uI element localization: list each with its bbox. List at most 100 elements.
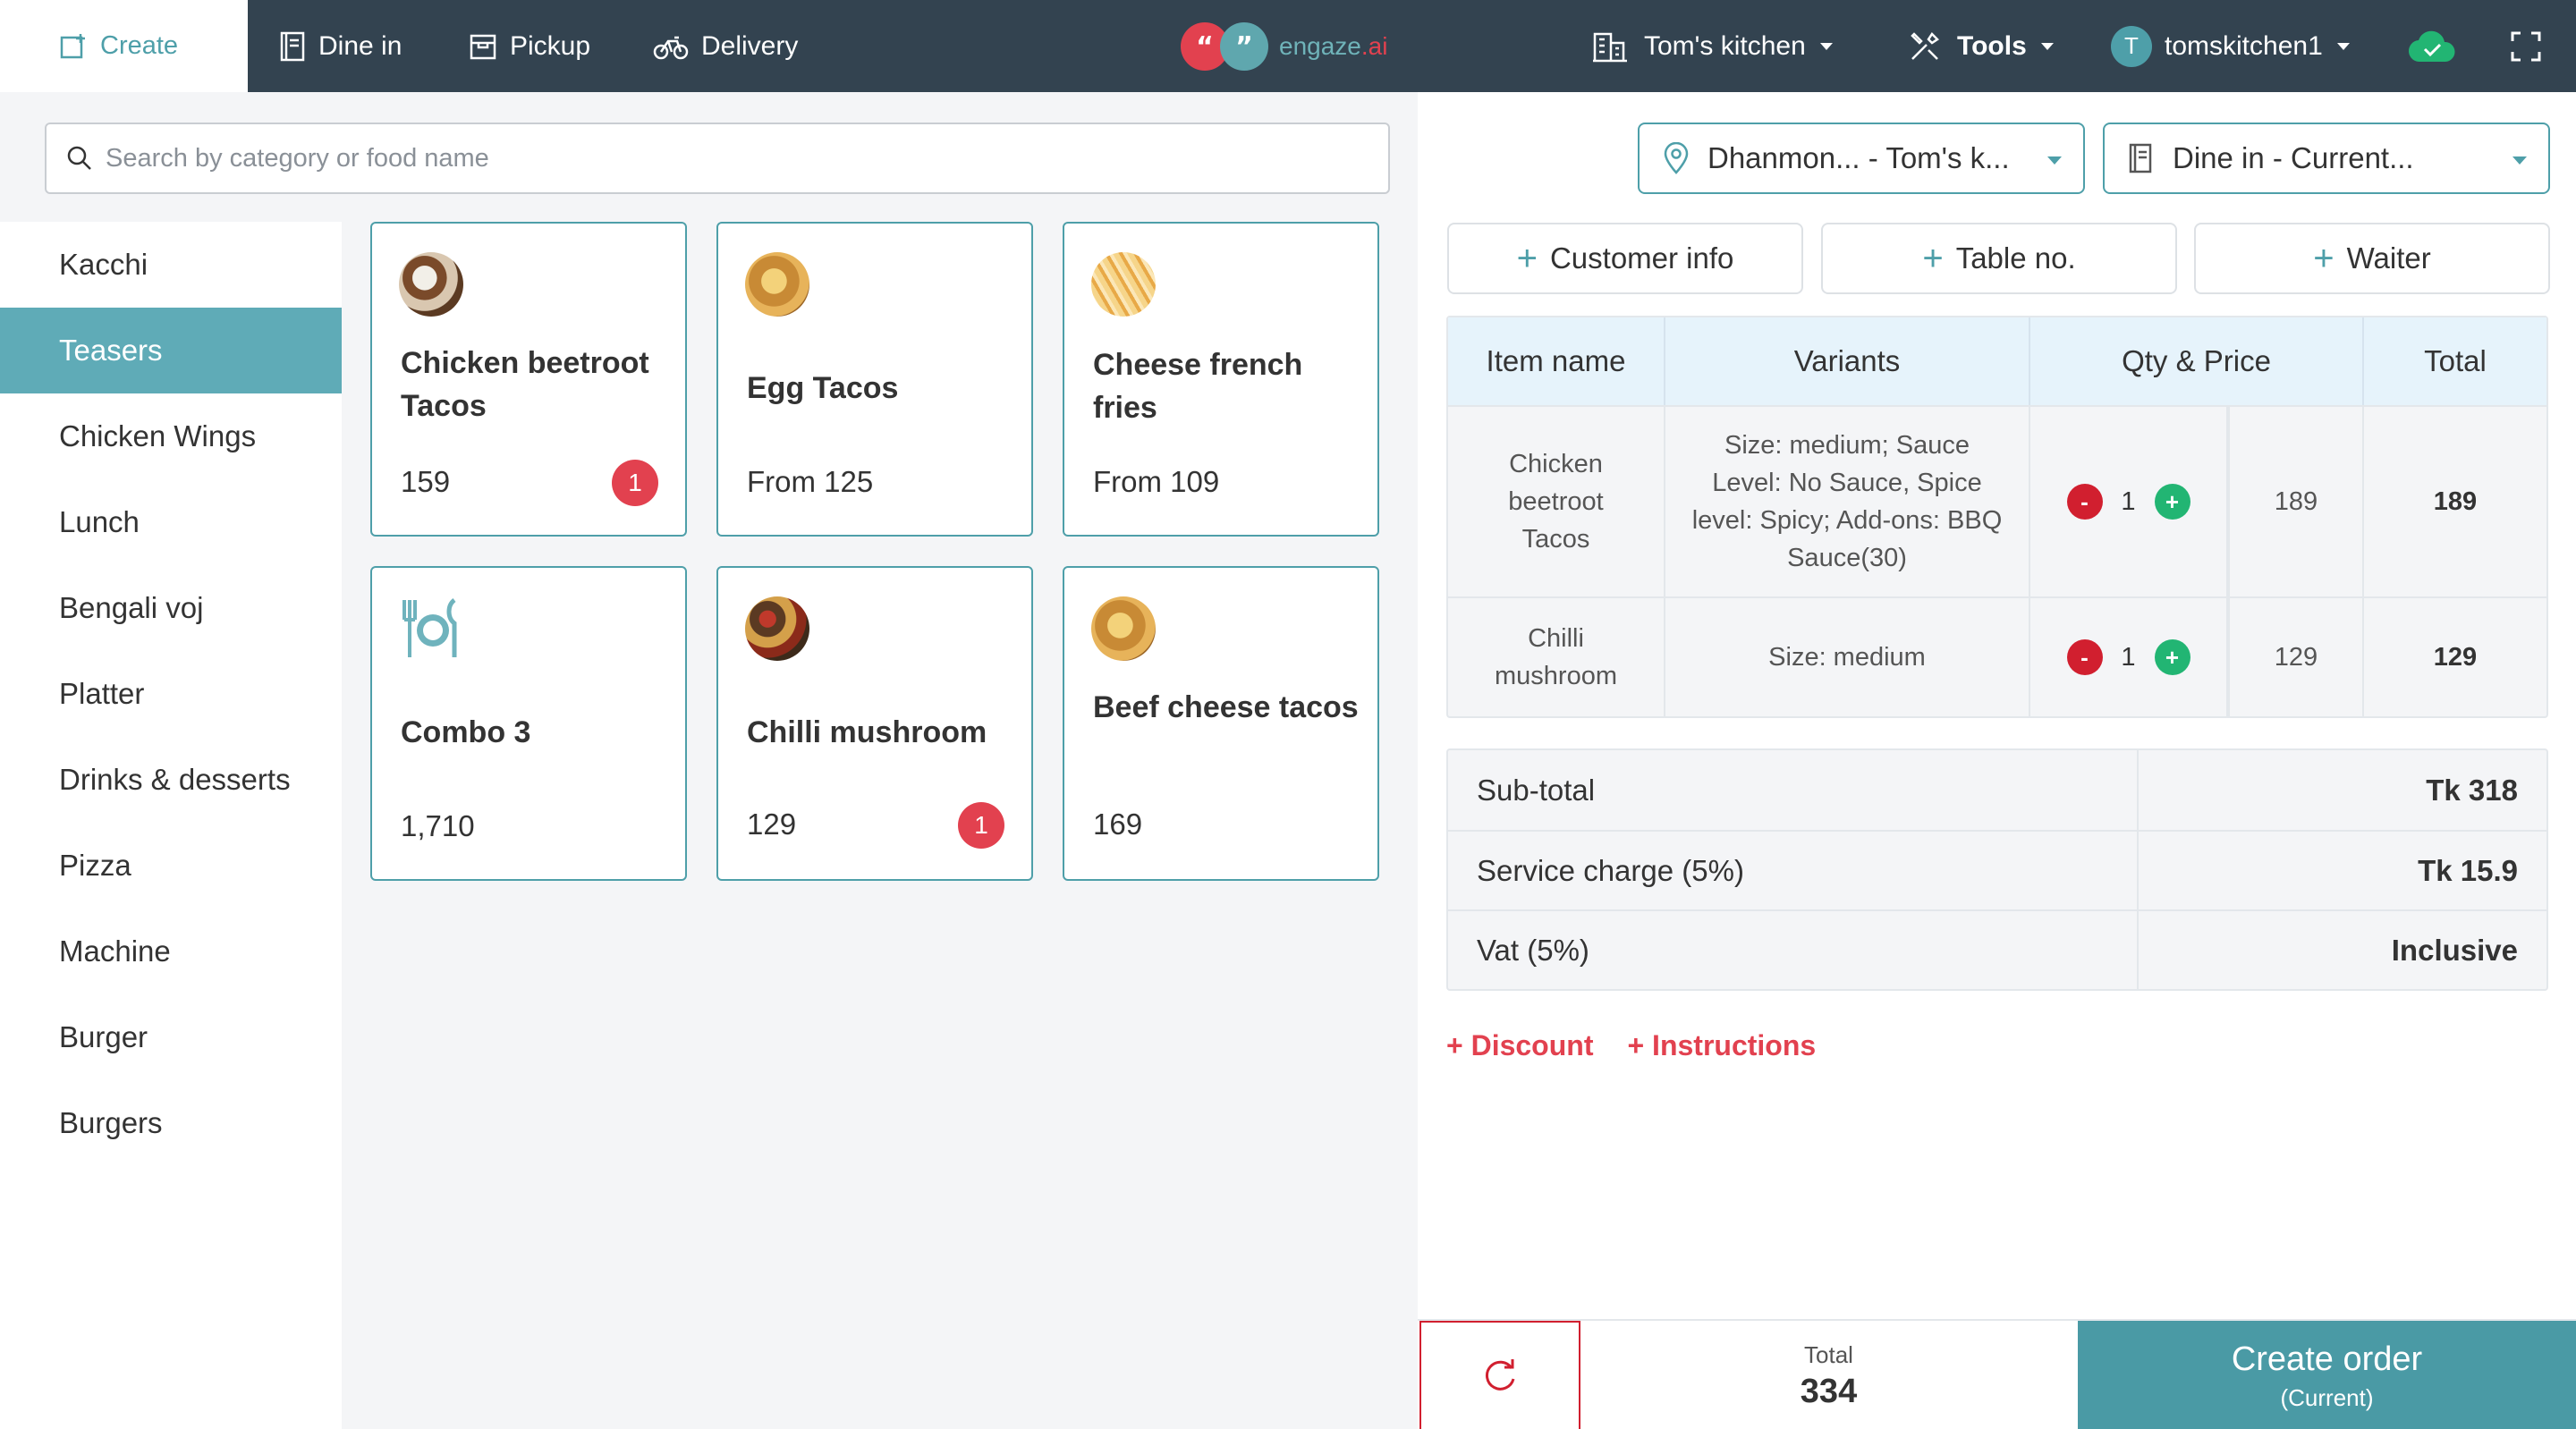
category-item[interactable]: Burgers	[0, 1080, 342, 1166]
header-item-name: Item name	[1448, 317, 1665, 405]
category-item[interactable]: Burger	[0, 994, 342, 1080]
instructions-link[interactable]: + Instructions	[1627, 1029, 1817, 1061]
category-item-active[interactable]: Teasers	[0, 308, 342, 393]
product-price: From 109	[1093, 465, 1220, 498]
order-panel: Dhanmon... - Tom's k... Dine in - Curren…	[1418, 92, 2576, 1429]
product-card[interactable]: Cheese french fries From 109	[1063, 222, 1379, 537]
product-name: Combo 3	[401, 715, 531, 749]
quote-close-icon: ”	[1220, 22, 1268, 71]
product-card[interactable]: Combo 3 1,710	[370, 566, 687, 881]
create-order-label: Create order	[2231, 1340, 2423, 1378]
create-tab[interactable]: Create	[0, 0, 248, 92]
create-icon	[60, 33, 85, 58]
tools-label: Tools	[1957, 30, 2027, 61]
fullscreen-icon	[2511, 31, 2541, 61]
category-item[interactable]: Pizza	[0, 823, 342, 909]
total-value: 334	[1800, 1372, 1858, 1410]
product-grid: Chicken beetroot Tacos 159 1 Egg Tacos F…	[342, 222, 1418, 1429]
waiter-button[interactable]: + Waiter	[2194, 223, 2550, 294]
search-icon	[67, 146, 91, 170]
tools-icon	[1911, 31, 1939, 60]
search-box[interactable]	[45, 123, 1390, 194]
summary-row-vat: Vat (5%) Inclusive	[1448, 909, 2546, 989]
category-item[interactable]: Chicken Wings	[0, 393, 342, 479]
header-total: Total	[2424, 344, 2487, 377]
category-label: Burger	[59, 1020, 148, 1053]
fullscreen-button[interactable]	[2510, 0, 2542, 92]
decrease-qty-button[interactable]: -	[2066, 484, 2103, 520]
plate-cutlery-icon	[402, 598, 457, 657]
food-thumbnail	[399, 252, 463, 317]
category-item[interactable]: Machine	[0, 909, 342, 994]
decrease-qty-button[interactable]: -	[2066, 639, 2103, 675]
unit-price: 129	[2228, 598, 2364, 716]
order-mode-select[interactable]: Dine in - Current...	[2103, 123, 2550, 194]
total-label: Total	[1804, 1340, 1853, 1368]
refresh-icon	[1485, 1358, 1515, 1391]
chevron-down-icon	[1819, 42, 1833, 50]
discount-link[interactable]: + Discount	[1446, 1029, 1594, 1061]
category-label: Lunch	[59, 505, 140, 538]
kitchen-selector[interactable]: Tom's kitchen	[1592, 0, 1833, 92]
cart-count-badge: 1	[958, 802, 1004, 849]
product-card[interactable]: Chilli mushroom 129 1	[716, 566, 1033, 881]
customer-info-button[interactable]: + Customer info	[1447, 223, 1803, 294]
building-icon	[1593, 32, 1627, 62]
pickup-label: Pickup	[510, 30, 591, 61]
product-card[interactable]: Chicken beetroot Tacos 159 1	[370, 222, 687, 537]
reset-order-button[interactable]	[1419, 1321, 1580, 1429]
customer-info-label: Customer info	[1549, 241, 1734, 275]
cart-count-badge: 1	[612, 460, 658, 506]
product-card[interactable]: Beef cheese tacos 169	[1063, 566, 1379, 881]
menu-book-icon	[280, 31, 305, 61]
chevron-down-icon	[2336, 42, 2350, 50]
service-charge-value: Tk 15.9	[2418, 853, 2518, 887]
delivery-tab[interactable]: Delivery	[653, 0, 798, 92]
header-variants: Variants	[1665, 317, 2030, 405]
product-price: 169	[1093, 808, 1143, 841]
category-label: Kacchi	[59, 248, 148, 281]
sync-status[interactable]	[2408, 0, 2456, 92]
food-thumbnail	[745, 252, 809, 317]
table-row: Chilli mushroom Size: medium - 1 + 129 1…	[1448, 596, 2546, 716]
location-pin-icon	[1664, 142, 1689, 174]
cloud-check-icon	[2408, 30, 2455, 62]
bicycle-icon	[653, 36, 689, 59]
branch-select[interactable]: Dhanmon... - Tom's k...	[1638, 123, 2085, 194]
product-name: Chicken beetroot Tacos	[401, 346, 649, 423]
increase-qty-button[interactable]: +	[2154, 484, 2190, 520]
chevron-down-icon	[2047, 156, 2062, 165]
top-navigation-bar: Create Dine in Pickup Delivery “ ” engaz…	[0, 0, 2576, 92]
category-item[interactable]: Platter	[0, 651, 342, 737]
bag-icon	[470, 34, 496, 59]
create-order-button[interactable]: Create order (Current)	[2078, 1321, 2576, 1429]
qty-control: - 1 +	[2030, 407, 2228, 596]
category-item[interactable]: Bengali voj	[0, 565, 342, 651]
category-label: Platter	[59, 677, 145, 710]
product-price: 159	[401, 465, 451, 498]
food-thumbnail	[1091, 596, 1156, 661]
category-item[interactable]: Kacchi	[0, 222, 342, 308]
subtotal-value: Tk 318	[2426, 773, 2518, 807]
product-card[interactable]: Egg Tacos From 125	[716, 222, 1033, 537]
summary-row-service: Service charge (5%) Tk 15.9	[1448, 830, 2546, 909]
line-total: 189	[2433, 487, 2478, 516]
category-item[interactable]: Lunch	[0, 479, 342, 565]
logo-suffix: .ai	[1360, 32, 1388, 60]
category-label: Drinks & desserts	[59, 763, 291, 796]
search-input[interactable]	[106, 143, 1268, 173]
line-total: 129	[2433, 643, 2478, 672]
food-thumbnail	[1091, 252, 1156, 317]
pickup-tab[interactable]: Pickup	[469, 0, 590, 92]
kitchen-label: Tom's kitchen	[1644, 30, 1806, 61]
tools-menu[interactable]: Tools	[1909, 0, 2054, 92]
user-menu[interactable]: T tomskitchen1	[2111, 0, 2350, 92]
product-name: Egg Tacos	[747, 371, 899, 405]
category-label: Pizza	[59, 849, 131, 882]
increase-qty-button[interactable]: +	[2154, 639, 2190, 675]
table-no-button[interactable]: + Table no.	[1821, 223, 2177, 294]
menu-book-icon	[2129, 143, 2152, 173]
category-item[interactable]: Drinks & desserts	[0, 737, 342, 823]
category-label: Bengali voj	[59, 591, 204, 624]
dine-in-tab[interactable]: Dine in	[279, 0, 402, 92]
